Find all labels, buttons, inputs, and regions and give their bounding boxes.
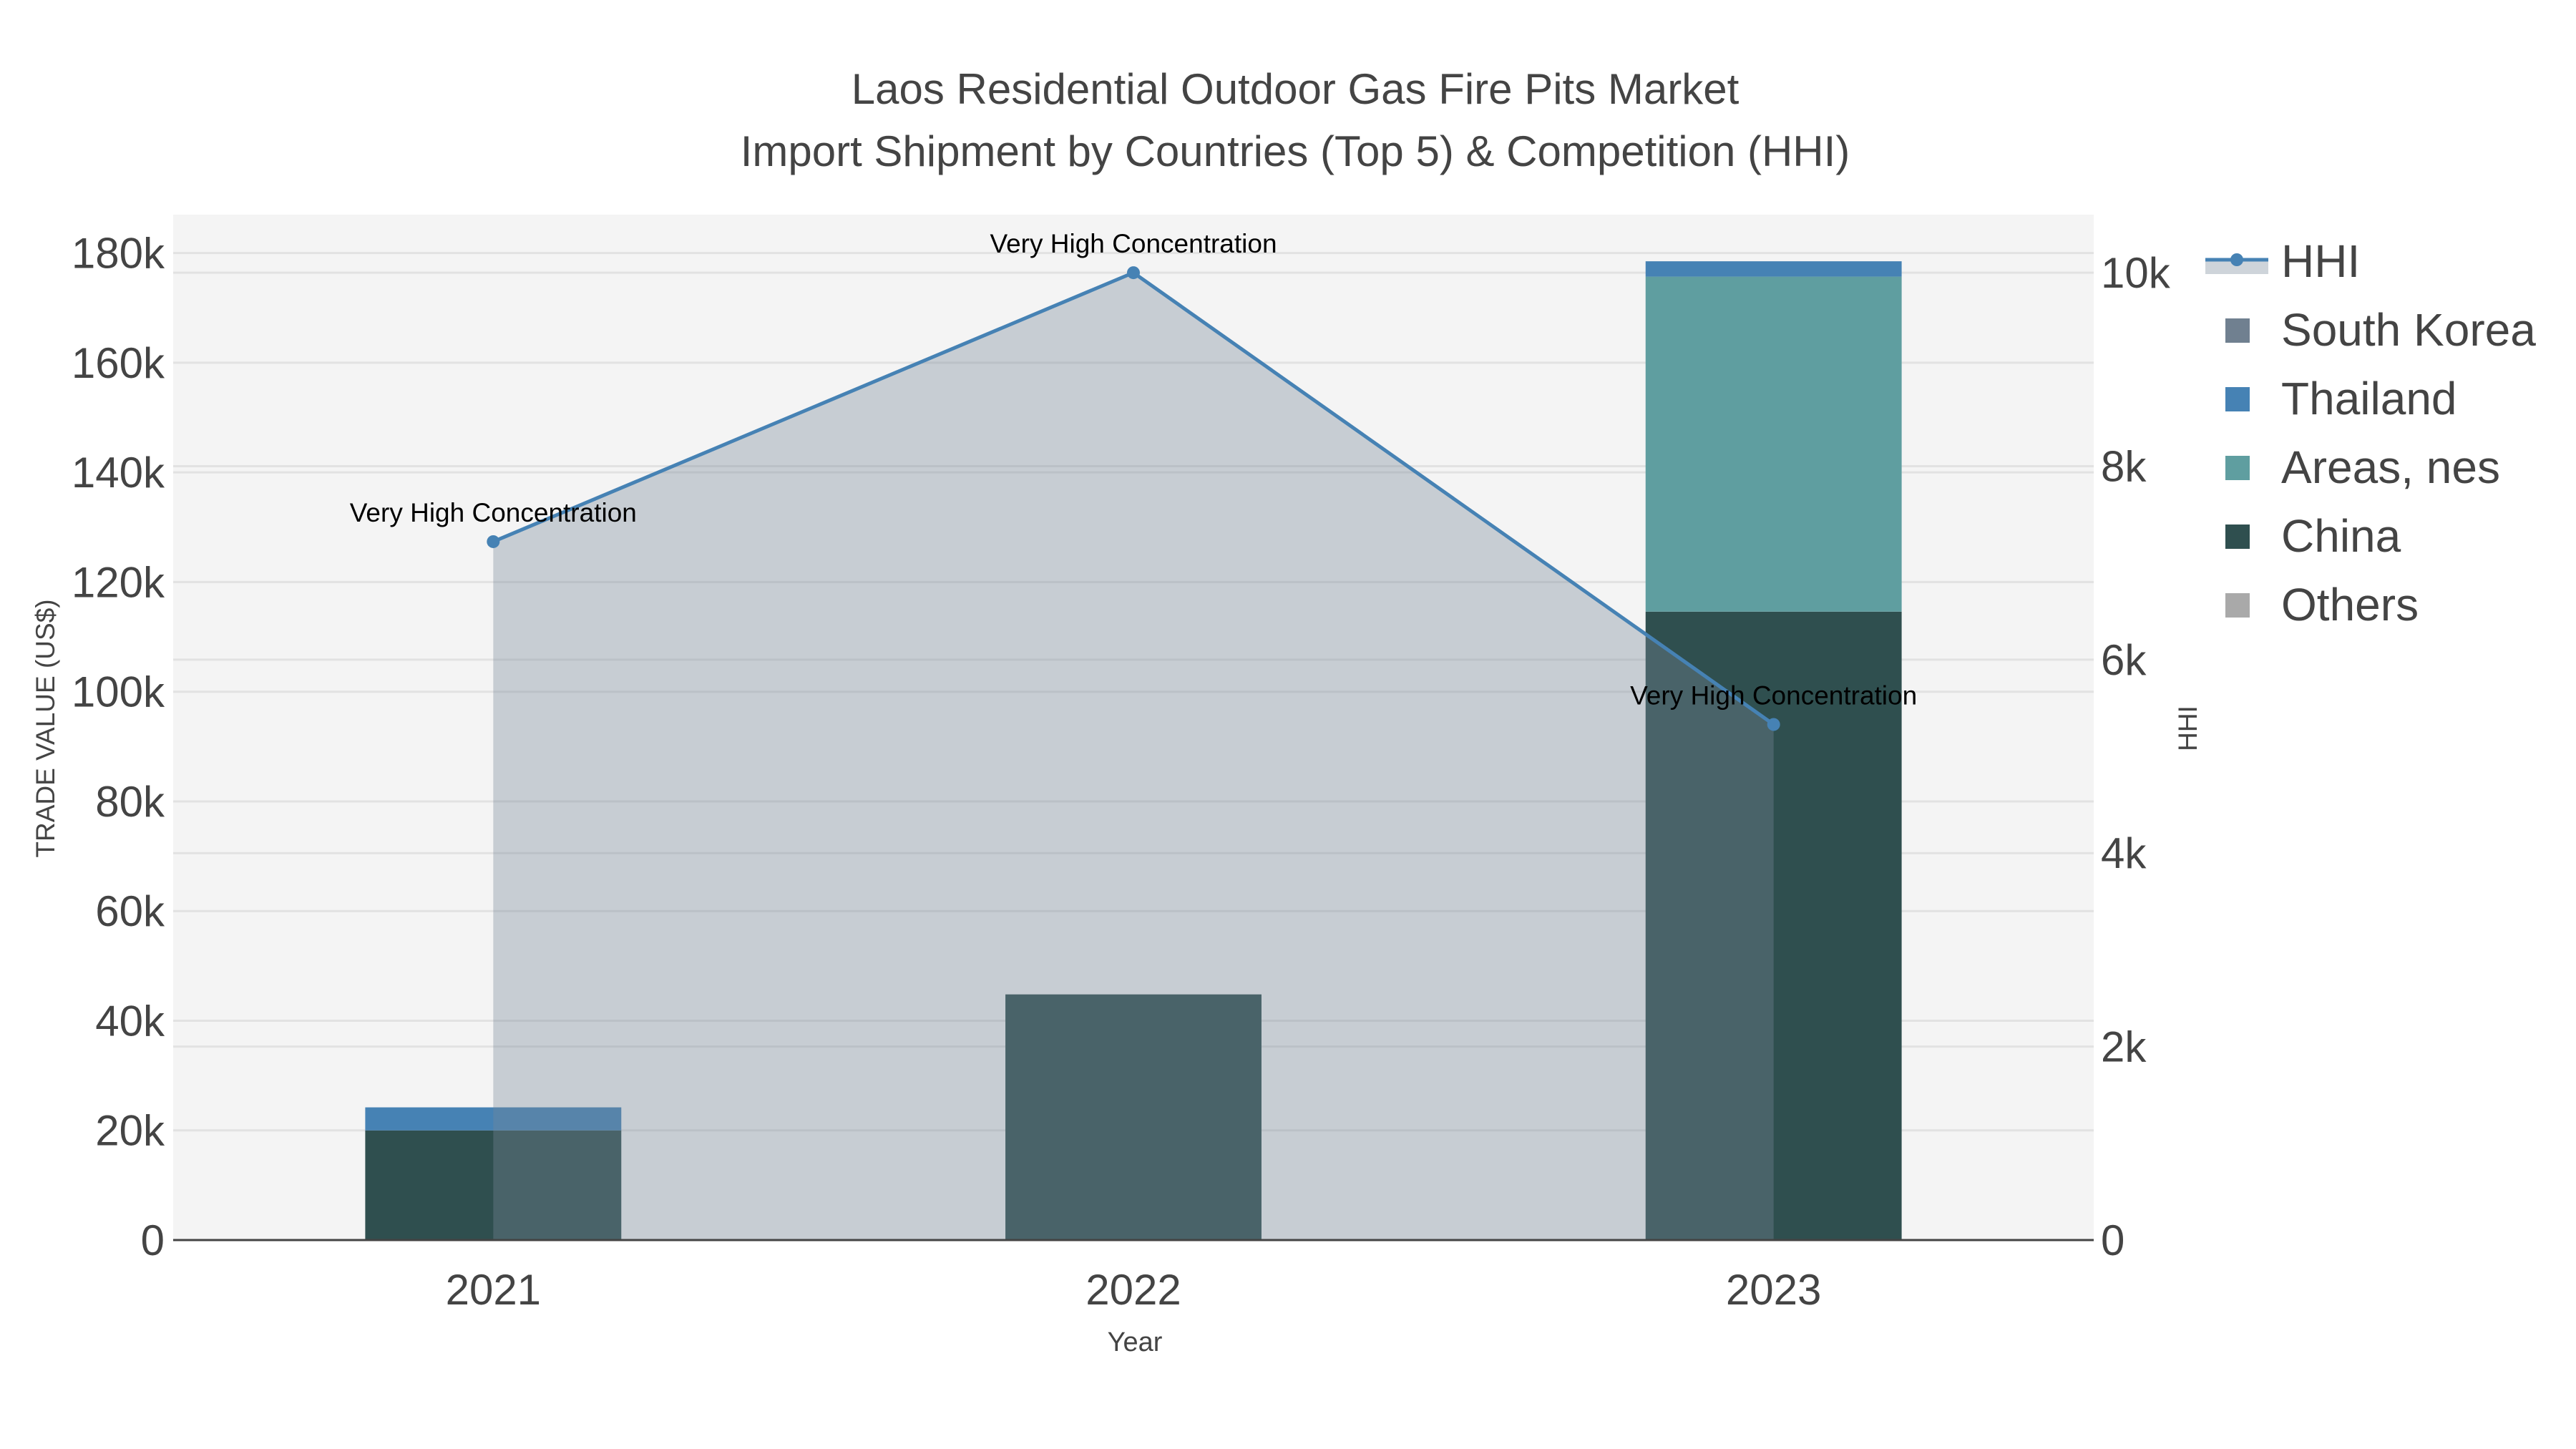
y-tick-label: 160k xyxy=(72,339,165,387)
x-axis-ticks: 2021 2022 2023 xyxy=(446,1266,1822,1314)
bar-areas-nes-2023 xyxy=(1645,276,1902,612)
hhi-annotation: Very High Concentration xyxy=(1630,680,1917,710)
legend-label-hhi: HHI xyxy=(2281,235,2360,287)
bars xyxy=(365,261,1902,1240)
y2-tick-label: 0 xyxy=(2101,1216,2124,1264)
legend-swatch-china xyxy=(2225,525,2250,549)
y2-tick-label: 2k xyxy=(2101,1023,2147,1071)
y2-axis-title: HHI xyxy=(2173,706,2202,751)
legend-swatch-thailand xyxy=(2225,387,2250,411)
legend-swatch-south-korea xyxy=(2225,318,2250,343)
bar-thailand-2021 xyxy=(365,1107,622,1131)
y-tick-label: 80k xyxy=(95,778,165,826)
hhi-series: Very High Concentration Very High Concent… xyxy=(350,229,1917,1240)
y-tick-label: 20k xyxy=(95,1107,165,1155)
y-tick-label: 60k xyxy=(95,887,165,935)
legend-swatch-areas-nes xyxy=(2225,456,2250,480)
y2-tick-label: 8k xyxy=(2101,442,2147,490)
bar-china-2022 xyxy=(1005,994,1262,1240)
x-tick-label: 2021 xyxy=(446,1266,541,1314)
hhi-point-2023 xyxy=(1767,718,1780,731)
legend: HHI South Korea Thailand Areas, nes China Oth… xyxy=(2205,235,2536,630)
x-axis-title: Year xyxy=(1108,1327,1163,1357)
hhi-area xyxy=(493,273,1774,1240)
hhi-annotation: Very High Concentration xyxy=(990,229,1277,258)
hhi-annotation: Very High Concentration xyxy=(350,498,637,527)
chart-title-line2: Import Shipment by Countries (Top 5) & C… xyxy=(741,127,1850,175)
hhi-point-2022 xyxy=(1127,266,1140,280)
x-tick-label: 2023 xyxy=(1726,1266,1821,1314)
y-axis-ticks: 0 20k 40k 60k 80k 100k 120k 140k 160k 180k xyxy=(72,230,165,1264)
y-tick-label: 140k xyxy=(72,449,165,497)
y2-tick-label: 4k xyxy=(2101,829,2147,877)
y-tick-label: 40k xyxy=(95,997,165,1045)
y-tick-label: 180k xyxy=(72,230,165,278)
legend-label-areas-nes: Areas, nes xyxy=(2281,441,2500,493)
legend-swatch-others xyxy=(2225,593,2250,618)
bar-thailand-2023 xyxy=(1645,261,1902,277)
legend-label-china: China xyxy=(2281,510,2401,562)
chart-title-line1: Laos Residential Outdoor Gas Fire Pits M… xyxy=(852,65,1740,113)
bar-china-2021 xyxy=(365,1130,622,1240)
y-tick-label: 0 xyxy=(141,1216,165,1264)
x-tick-label: 2022 xyxy=(1085,1266,1181,1314)
bar-china-2023 xyxy=(1645,611,1902,1240)
legend-swatch-hhi-fill xyxy=(2205,260,2268,274)
legend-label-south-korea: South Korea xyxy=(2281,304,2536,356)
legend-marker-hhi xyxy=(2230,253,2243,266)
hhi-point-2021 xyxy=(487,535,500,548)
y-tick-label: 100k xyxy=(72,668,165,716)
y-tick-label: 120k xyxy=(72,558,165,606)
y2-axis-ticks: 0 2k 4k 6k 8k 10k xyxy=(2101,249,2171,1264)
legend-label-thailand: Thailand xyxy=(2281,373,2457,424)
y-axis-title: TRADE VALUE (US$) xyxy=(31,599,60,857)
y2-tick-label: 10k xyxy=(2101,249,2171,297)
y2-tick-label: 6k xyxy=(2101,636,2147,684)
legend-label-others: Others xyxy=(2281,579,2419,630)
